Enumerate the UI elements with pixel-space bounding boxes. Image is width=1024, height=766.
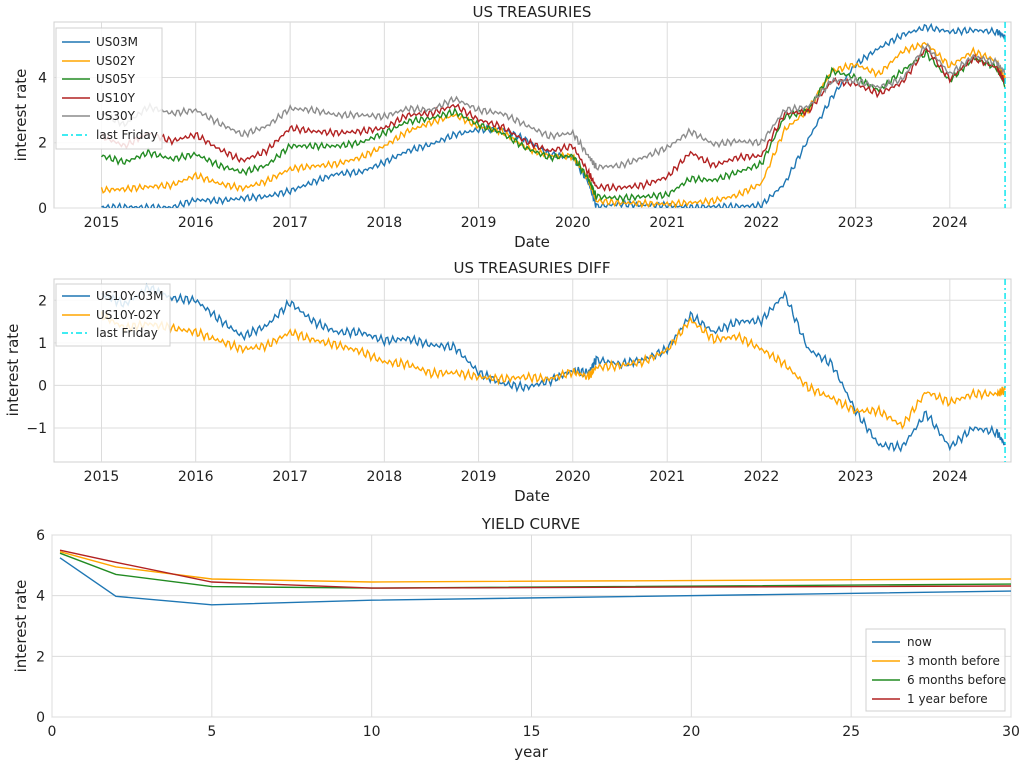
legend-entry: 1 year before [872, 692, 988, 706]
x-axis-label: Date [514, 233, 550, 251]
legend-entry: US10Y-03M [62, 289, 164, 303]
x-tick-label: 2021 [649, 215, 685, 231]
y-axis-label: interest rate [12, 580, 30, 673]
x-tick-label: 2021 [649, 469, 685, 485]
series-line-5 [100, 42, 1006, 171]
legend-entry: US03M [62, 35, 138, 49]
legend-entry: last Friday [62, 326, 158, 340]
legend-label: 3 month before [907, 654, 1000, 668]
series-lines [100, 22, 1006, 208]
x-tick-label: 2019 [461, 215, 497, 231]
x-tick-label: 0 [48, 724, 57, 740]
x-tick-label: 2015 [84, 469, 120, 485]
legend-label: 1 year before [907, 692, 988, 706]
treasuries-diff-subplot: 2015 2016 2017 2018 2019 2020 2021 2022 2023 2024… [4, 259, 1012, 505]
tick-labels: 2015 2016 2017 2018 2019 2020 2021 2022 2023 2024… [26, 293, 967, 485]
y-tick-label: 2 [38, 136, 47, 152]
series-lines [100, 279, 1006, 462]
gridlines [51, 534, 1012, 718]
legend: now 3 month before 6 months before 1 yea… [865, 628, 1006, 712]
x-tick-label: 2017 [272, 215, 308, 231]
series-line-2 [59, 551, 1011, 583]
legend-label: US03M [96, 35, 138, 49]
x-tick-label: 2016 [178, 469, 214, 485]
x-tick-label: 2024 [932, 215, 968, 231]
y-tick-label: 0 [38, 201, 47, 217]
legend-entry: now [872, 635, 932, 649]
x-tick-label: 2018 [367, 215, 403, 231]
y-axis-label: interest rate [12, 69, 30, 162]
legend-entry: last Friday [62, 128, 158, 142]
x-tick-label: 10 [363, 724, 381, 740]
legend-entry: US10Y-02Y [62, 308, 161, 322]
chart-title: US TREASURIES [473, 3, 592, 21]
x-tick-label: 20 [682, 724, 700, 740]
y-tick-label: 0 [36, 710, 45, 726]
legend-entry: US05Y [62, 72, 136, 86]
tick-labels: 0 5 10 15 20 25 30 0 2 4 6 [36, 528, 1020, 740]
series-line-1 [101, 22, 1006, 208]
legend-label: now [907, 635, 932, 649]
legend-entry: US30Y [62, 109, 136, 123]
chart-title: US TREASURIES DIFF [454, 259, 611, 277]
series-line-4 [101, 46, 1006, 193]
x-tick-label: 2022 [744, 215, 780, 231]
plot-area [53, 278, 1012, 463]
y-tick-label: 2 [38, 293, 47, 309]
x-tick-label: 2023 [838, 469, 874, 485]
legend: US03M US02Y US05Y US10Y US30Y last Frida… [55, 27, 163, 150]
x-tick-label: 2015 [84, 215, 120, 231]
legend-label: last Friday [96, 128, 158, 142]
plot-area [53, 21, 1012, 209]
legend-label: US10Y-02Y [96, 308, 161, 322]
legend-box [55, 27, 163, 150]
x-tick-label: 2016 [178, 215, 214, 231]
x-tick-label: 2023 [838, 215, 874, 231]
y-tick-label: 4 [36, 589, 45, 605]
y-tick-label: 4 [38, 70, 47, 86]
x-tick-label: 2024 [932, 469, 968, 485]
legend-label: US05Y [96, 72, 136, 86]
x-tick-label: 2022 [744, 469, 780, 485]
y-tick-label: −1 [26, 421, 47, 437]
x-tick-label: 30 [1002, 724, 1020, 740]
y-tick-label: 2 [36, 649, 45, 665]
x-tick-label: 2018 [367, 469, 403, 485]
y-tick-label: 6 [36, 528, 45, 544]
legend-label: US30Y [96, 109, 136, 123]
y-tick-label: 1 [38, 336, 47, 352]
legend-label: US02Y [96, 54, 136, 68]
x-axis-label: Date [514, 487, 550, 505]
y-tick-label: 0 [38, 378, 47, 394]
tick-labels: 2015 2016 2017 2018 2019 2020 2021 2022 2023 2024… [38, 70, 968, 231]
legend-label: last Friday [96, 326, 158, 340]
x-axis-label: year [514, 743, 548, 761]
legend-entry: US02Y [62, 54, 136, 68]
chart-title: YIELD CURVE [481, 515, 581, 533]
x-tick-label: 5 [207, 724, 216, 740]
legend: US10Y-03M US10Y-02Y last Friday [55, 283, 171, 347]
y-axis-label: interest rate [4, 324, 22, 417]
series-line-2 [100, 311, 1006, 430]
series-line-1 [59, 557, 1011, 606]
x-tick-label: 25 [842, 724, 860, 740]
series-line-4 [59, 549, 1011, 589]
series-lines [59, 549, 1011, 606]
legend-label: 6 months before [907, 673, 1006, 687]
x-tick-label: 2019 [461, 469, 497, 485]
legend-label: US10Y-03M [96, 289, 164, 303]
x-tick-label: 2020 [555, 469, 591, 485]
x-tick-label: 2017 [272, 469, 308, 485]
x-tick-label: 15 [523, 724, 541, 740]
legend-label: US10Y [96, 91, 136, 105]
yield-curve-subplot: 0 5 10 15 20 25 30 0 2 4 6 YIELD CURVE year intere… [12, 515, 1020, 761]
legend-entry: 6 months before [872, 673, 1006, 687]
legend-entry: 3 month before [872, 654, 1000, 668]
treasuries-subplot: 2015 2016 2017 2018 2019 2020 2021 2022 2023 2024… [12, 3, 1012, 251]
legend-entry: US10Y [62, 91, 136, 105]
x-tick-label: 2020 [555, 215, 591, 231]
